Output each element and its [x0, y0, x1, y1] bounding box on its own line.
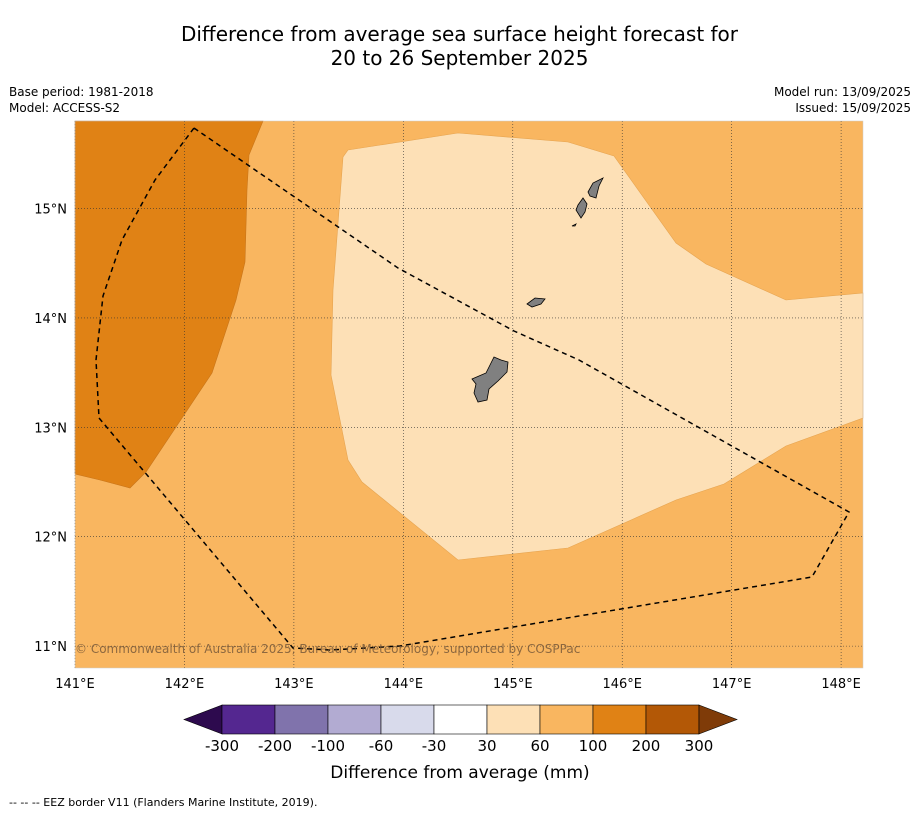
- colorbar-segment: [645, 704, 700, 735]
- colorbar: [183, 704, 738, 735]
- colorbar-segment: [380, 704, 435, 735]
- model-run-text: Model run: 13/09/2025: [773, 85, 911, 99]
- lon-tick-label: 146°E: [602, 677, 642, 692]
- lon-tick-label: 143°E: [274, 677, 314, 692]
- map-frame: [74, 120, 864, 669]
- map-title: Difference from average sea surface heig…: [0, 22, 919, 70]
- title-line-2: 20 to 26 September 2025: [330, 46, 589, 70]
- colorbar-tick: 100: [579, 737, 608, 755]
- island-saipan: [587, 177, 604, 199]
- meta-right: Model run: 13/09/2025 Issued: 15/09/2025: [774, 84, 911, 116]
- region-30-60: [330, 132, 864, 561]
- eez-border: [95, 126, 851, 651]
- lat-tick-label: 13°N: [34, 421, 67, 436]
- lon-tick-label: 144°E: [384, 677, 424, 692]
- colorbar-tick: -200: [258, 737, 292, 755]
- map-panel: © Commonwealth of Australia 2025, Bureau…: [74, 120, 864, 669]
- colorbar-tick: 200: [632, 737, 661, 755]
- colorbar-tick: -60: [369, 737, 394, 755]
- colorbar-segment: [221, 704, 276, 735]
- lat-tick-label: 15°N: [34, 203, 67, 218]
- colorbar-segment: [592, 704, 647, 735]
- issued-text: Issued: 15/09/2025: [795, 101, 911, 115]
- colorbar-extend-low: [183, 704, 223, 735]
- island-aguijan: [571, 223, 577, 227]
- island-rota: [526, 297, 546, 308]
- region-100-200: [74, 120, 264, 489]
- colorbar-segment: [433, 704, 488, 735]
- lat-tick-label: 12°N: [34, 531, 67, 546]
- colorbar-tick: -100: [311, 737, 345, 755]
- island-tinian: [575, 197, 588, 219]
- lat-tick-label: 14°N: [34, 312, 67, 327]
- lon-tick-label: 148°E: [821, 677, 861, 692]
- model-text: Model: ACCESS-S2: [9, 101, 121, 115]
- colorbar-tick: -300: [205, 737, 239, 755]
- colorbar-label: Difference from average (mm): [330, 763, 589, 783]
- latitude-labels: 15°N 14°N 13°N 12°N 11°N: [34, 203, 67, 656]
- islands: [471, 177, 604, 403]
- colorbar-segment: [327, 704, 382, 735]
- meta-left: Base period: 1981-2018 Model: ACCESS-S2: [9, 84, 154, 116]
- lon-tick-label: 141°E: [55, 677, 95, 692]
- base-period-text: Base period: 1981-2018: [9, 85, 154, 99]
- gridlines: [74, 121, 863, 668]
- colorbar-extend-high: [698, 704, 738, 735]
- colorbar-tick: 300: [685, 737, 714, 755]
- colorbar-tick: -30: [422, 737, 447, 755]
- colorbar-segment: [486, 704, 541, 735]
- colorbar-segment: [274, 704, 329, 735]
- colorbar-tick: 60: [530, 737, 549, 755]
- lat-tick-label: 11°N: [34, 640, 67, 655]
- eez-footnote: -- -- -- EEZ border V11 (Flanders Marine…: [9, 796, 318, 809]
- lon-tick-label: 145°E: [493, 677, 533, 692]
- island-guam: [471, 356, 509, 403]
- lon-tick-label: 142°E: [165, 677, 205, 692]
- lon-tick-label: 147°E: [712, 677, 752, 692]
- colorbar-tick-labels: -300 -200 -100 -60 -30 30 60 100 200 300: [205, 737, 713, 755]
- longitude-labels: 141°E 142°E 143°E 144°E 145°E 146°E 147°E 148°E: [55, 677, 861, 692]
- title-line-1: Difference from average sea surface heig…: [180, 22, 739, 46]
- colorbar-tick: 30: [477, 737, 496, 755]
- colorbar-segment: [539, 704, 594, 735]
- copyright-text: © Commonwealth of Australia 2025, Bureau…: [75, 642, 580, 656]
- map-figure: © Commonwealth of Australia 2025, Bureau…: [34, 120, 864, 783]
